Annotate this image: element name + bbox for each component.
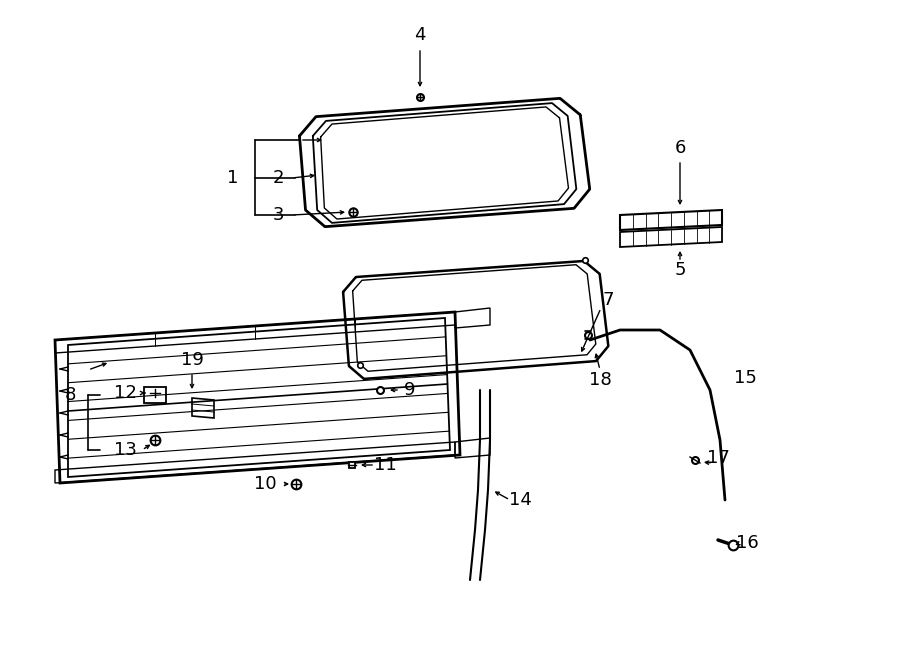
Text: 14: 14 [508,491,531,509]
Text: 6: 6 [674,139,686,157]
Text: 2: 2 [272,169,284,187]
Text: 13: 13 [113,441,137,459]
Text: 10: 10 [254,475,276,493]
Text: 19: 19 [181,351,203,369]
Text: 1: 1 [228,169,238,187]
Text: 5: 5 [674,261,686,279]
Text: 7: 7 [602,291,614,309]
Text: 3: 3 [272,206,284,224]
Text: 16: 16 [735,534,759,552]
Text: 8: 8 [64,386,76,404]
Text: 12: 12 [113,384,137,402]
Text: 9: 9 [404,381,416,399]
Text: 17: 17 [706,449,729,467]
Text: 18: 18 [589,371,611,389]
Text: 4: 4 [414,26,426,44]
Text: 15: 15 [734,369,756,387]
Text: 11: 11 [374,456,396,474]
